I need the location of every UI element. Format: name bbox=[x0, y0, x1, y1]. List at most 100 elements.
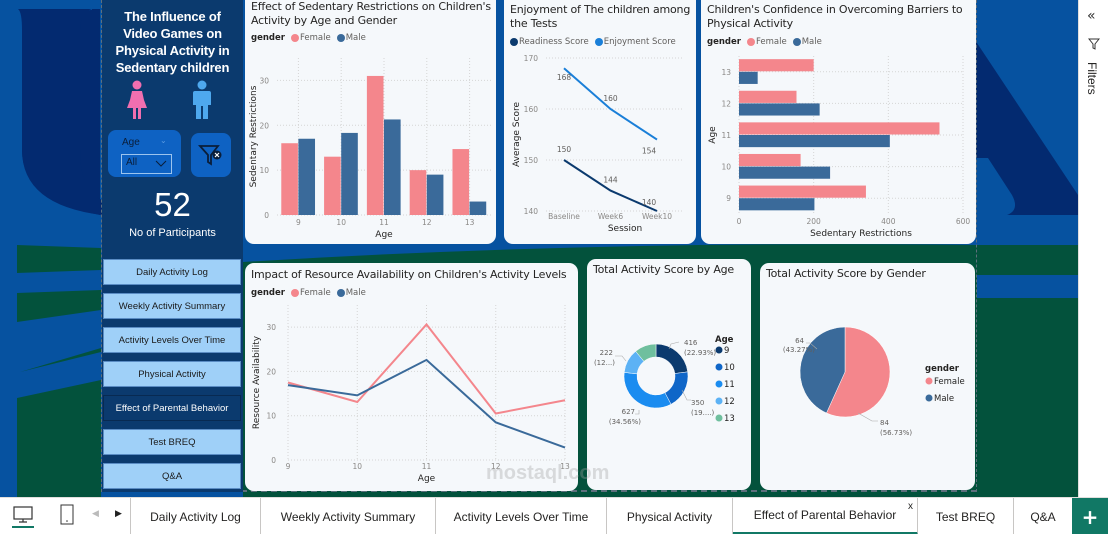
add-page-button[interactable]: + bbox=[1072, 498, 1108, 534]
nav-effect-of-parental-behavior-button[interactable]: Effect of Parental Behavior bbox=[103, 395, 241, 421]
collapse-pane-icon[interactable]: « bbox=[1087, 8, 1096, 24]
legend-label: Male bbox=[345, 288, 366, 298]
data-label: 150 bbox=[557, 145, 572, 154]
legend-item-female[interactable]: Female bbox=[290, 288, 331, 298]
chart-title: Total Activity Score by Age bbox=[593, 263, 734, 276]
y-tick-label: 0 bbox=[264, 211, 269, 220]
age-slicer-dropdown[interactable]: All bbox=[121, 154, 172, 174]
y-tick-label: 170 bbox=[524, 54, 539, 63]
bar-male bbox=[739, 166, 831, 179]
nav-daily-activity-log-button[interactable]: Daily Activity Log bbox=[103, 259, 241, 285]
leader-line bbox=[635, 410, 640, 415]
tab-effect-of-parental-behavior[interactable]: Effect of Parental Behavior x bbox=[733, 498, 918, 534]
x-axis-title: Age bbox=[375, 230, 393, 240]
y-axis-title: Resource Availability bbox=[252, 335, 262, 429]
pie-data-label-pct: (56.73%) bbox=[880, 429, 912, 437]
clear-filter-icon bbox=[198, 145, 222, 166]
sedentary-restrictions-chart-card[interactable]: Effect of Sedentary Restrictions on Chil… bbox=[245, 0, 496, 244]
tab-qa[interactable]: Q&A bbox=[1030, 509, 1056, 524]
legend-title: gender bbox=[925, 364, 960, 374]
legend-dot bbox=[925, 394, 933, 402]
legend-title: Age bbox=[715, 335, 734, 345]
page-frame bbox=[101, 0, 977, 492]
activity-by-age-chart-card[interactable]: Total Activity Score by Age 416 (22.93%) 3… bbox=[587, 259, 751, 490]
desktop-layout-icon[interactable] bbox=[12, 504, 34, 528]
legend-label-age-9: 9 bbox=[724, 346, 729, 356]
tab-weekly-activity-summary[interactable]: Weekly Activity Summary bbox=[261, 498, 436, 534]
bar-female bbox=[324, 156, 341, 215]
tab-daily-activity-log[interactable]: Daily Activity Log bbox=[131, 498, 261, 534]
leader-line bbox=[857, 412, 878, 422]
tab-test-breq[interactable]: Test BREQ bbox=[918, 498, 1014, 534]
x-tick-label: Week6 bbox=[598, 212, 624, 221]
legend-label: Female bbox=[299, 288, 331, 298]
tab-label: Effect of Parental Behavior bbox=[753, 508, 897, 522]
chart-title: Children's Confidence in Overcoming Barr… bbox=[707, 3, 963, 30]
nav-weekly-activity-summary-button[interactable]: Weekly Activity Summary bbox=[103, 293, 241, 319]
leader-line bbox=[681, 389, 691, 401]
clear-filters-button[interactable] bbox=[191, 133, 231, 177]
report-canvas: The Influence of Video Games on Physical… bbox=[0, 0, 1078, 497]
chart-legend: gender Female Male bbox=[707, 37, 825, 47]
x-tick-label: 10 bbox=[336, 218, 346, 227]
nav-qa-button[interactable]: Q&A bbox=[103, 463, 241, 489]
legend-label: Male bbox=[345, 33, 366, 43]
age-slicer-label: Age bbox=[122, 137, 140, 148]
legend-item-male[interactable]: Male bbox=[792, 37, 822, 47]
age-slicer-value: All bbox=[126, 157, 138, 168]
resource-availability-chart-card[interactable]: Impact of Resource Availability on Child… bbox=[245, 263, 578, 491]
data-label: 160 bbox=[603, 94, 618, 103]
x-tick-label: 12 bbox=[491, 462, 501, 471]
chart-legend: Readiness Score Enjoyment Score bbox=[510, 37, 679, 47]
mobile-layout-icon[interactable] bbox=[60, 504, 74, 526]
donut-data-label-value: 416 bbox=[684, 339, 698, 347]
legend-item-male[interactable]: Male bbox=[336, 33, 366, 43]
participants-count: 52 bbox=[154, 186, 191, 223]
chart-title: Impact of Resource Availability on Child… bbox=[251, 268, 567, 281]
chevron-down-icon bbox=[155, 160, 167, 167]
bar-male bbox=[739, 71, 758, 84]
legend-label: Readiness Score bbox=[519, 37, 589, 47]
y-tick-label: 0 bbox=[271, 456, 276, 465]
legend-item-male[interactable]: Male bbox=[336, 288, 366, 298]
y-tick-label: 9 bbox=[726, 194, 731, 203]
legend-title: gender bbox=[251, 288, 285, 298]
enjoyment-chart-card[interactable]: Enjoyment of The children among the Test… bbox=[504, 0, 696, 244]
legend-label-age-10: 10 bbox=[724, 363, 735, 373]
legend-item-female[interactable]: Female bbox=[746, 37, 787, 47]
confidence-chart-card[interactable]: Children's Confidence in Overcoming Barr… bbox=[701, 0, 976, 244]
leader-line bbox=[615, 355, 627, 362]
x-tick-label: 12 bbox=[422, 218, 432, 227]
legend-label: Female bbox=[299, 33, 331, 43]
data-label: 154 bbox=[642, 147, 657, 156]
activity-by-gender-chart-card[interactable]: Total Activity Score by Gender 84 (56.73%… bbox=[760, 263, 975, 490]
nav-activity-levels-over-time-button[interactable]: Activity Levels Over Time bbox=[103, 327, 241, 353]
legend-label-age-12: 12 bbox=[724, 397, 735, 407]
chart-title: Effect of Sedentary Restrictions on Chil… bbox=[251, 0, 491, 27]
legend-dot bbox=[715, 363, 723, 371]
scroll-right-icon[interactable]: ▶ bbox=[115, 509, 122, 519]
close-tab-icon[interactable]: x bbox=[908, 501, 913, 512]
legend-item-female[interactable]: Female bbox=[290, 33, 331, 43]
line-male bbox=[287, 358, 566, 449]
bar-male bbox=[739, 135, 890, 148]
legend-item-enjoyment[interactable]: Enjoyment Score bbox=[594, 37, 676, 47]
bar-female bbox=[739, 90, 797, 103]
x-axis-title: Session bbox=[608, 224, 642, 234]
x-tick-label: Week10 bbox=[642, 212, 672, 221]
filters-label[interactable]: Filters bbox=[1085, 62, 1099, 95]
filters-pane[interactable]: « Filters bbox=[1078, 0, 1108, 497]
x-tick-label: 200 bbox=[807, 217, 822, 226]
x-tick-label: 400 bbox=[881, 217, 896, 226]
donut-data-label-pct: (22.93%) bbox=[684, 349, 716, 357]
tab-physical-activity[interactable]: Physical Activity bbox=[607, 498, 733, 534]
chevron-down-icon[interactable]: ⌄ bbox=[160, 136, 167, 145]
y-axis-title: Average Score bbox=[512, 102, 522, 167]
x-tick-label: Baseline bbox=[548, 212, 580, 221]
tab-activity-levels-over-time[interactable]: Activity Levels Over Time bbox=[436, 498, 607, 534]
legend-item-readiness[interactable]: Readiness Score bbox=[510, 37, 589, 47]
scroll-left-icon[interactable]: ◀ bbox=[92, 509, 99, 519]
bar-female bbox=[452, 149, 470, 215]
nav-physical-activity-button[interactable]: Physical Activity bbox=[103, 361, 241, 387]
nav-test-breq-button[interactable]: Test BREQ bbox=[103, 429, 241, 455]
